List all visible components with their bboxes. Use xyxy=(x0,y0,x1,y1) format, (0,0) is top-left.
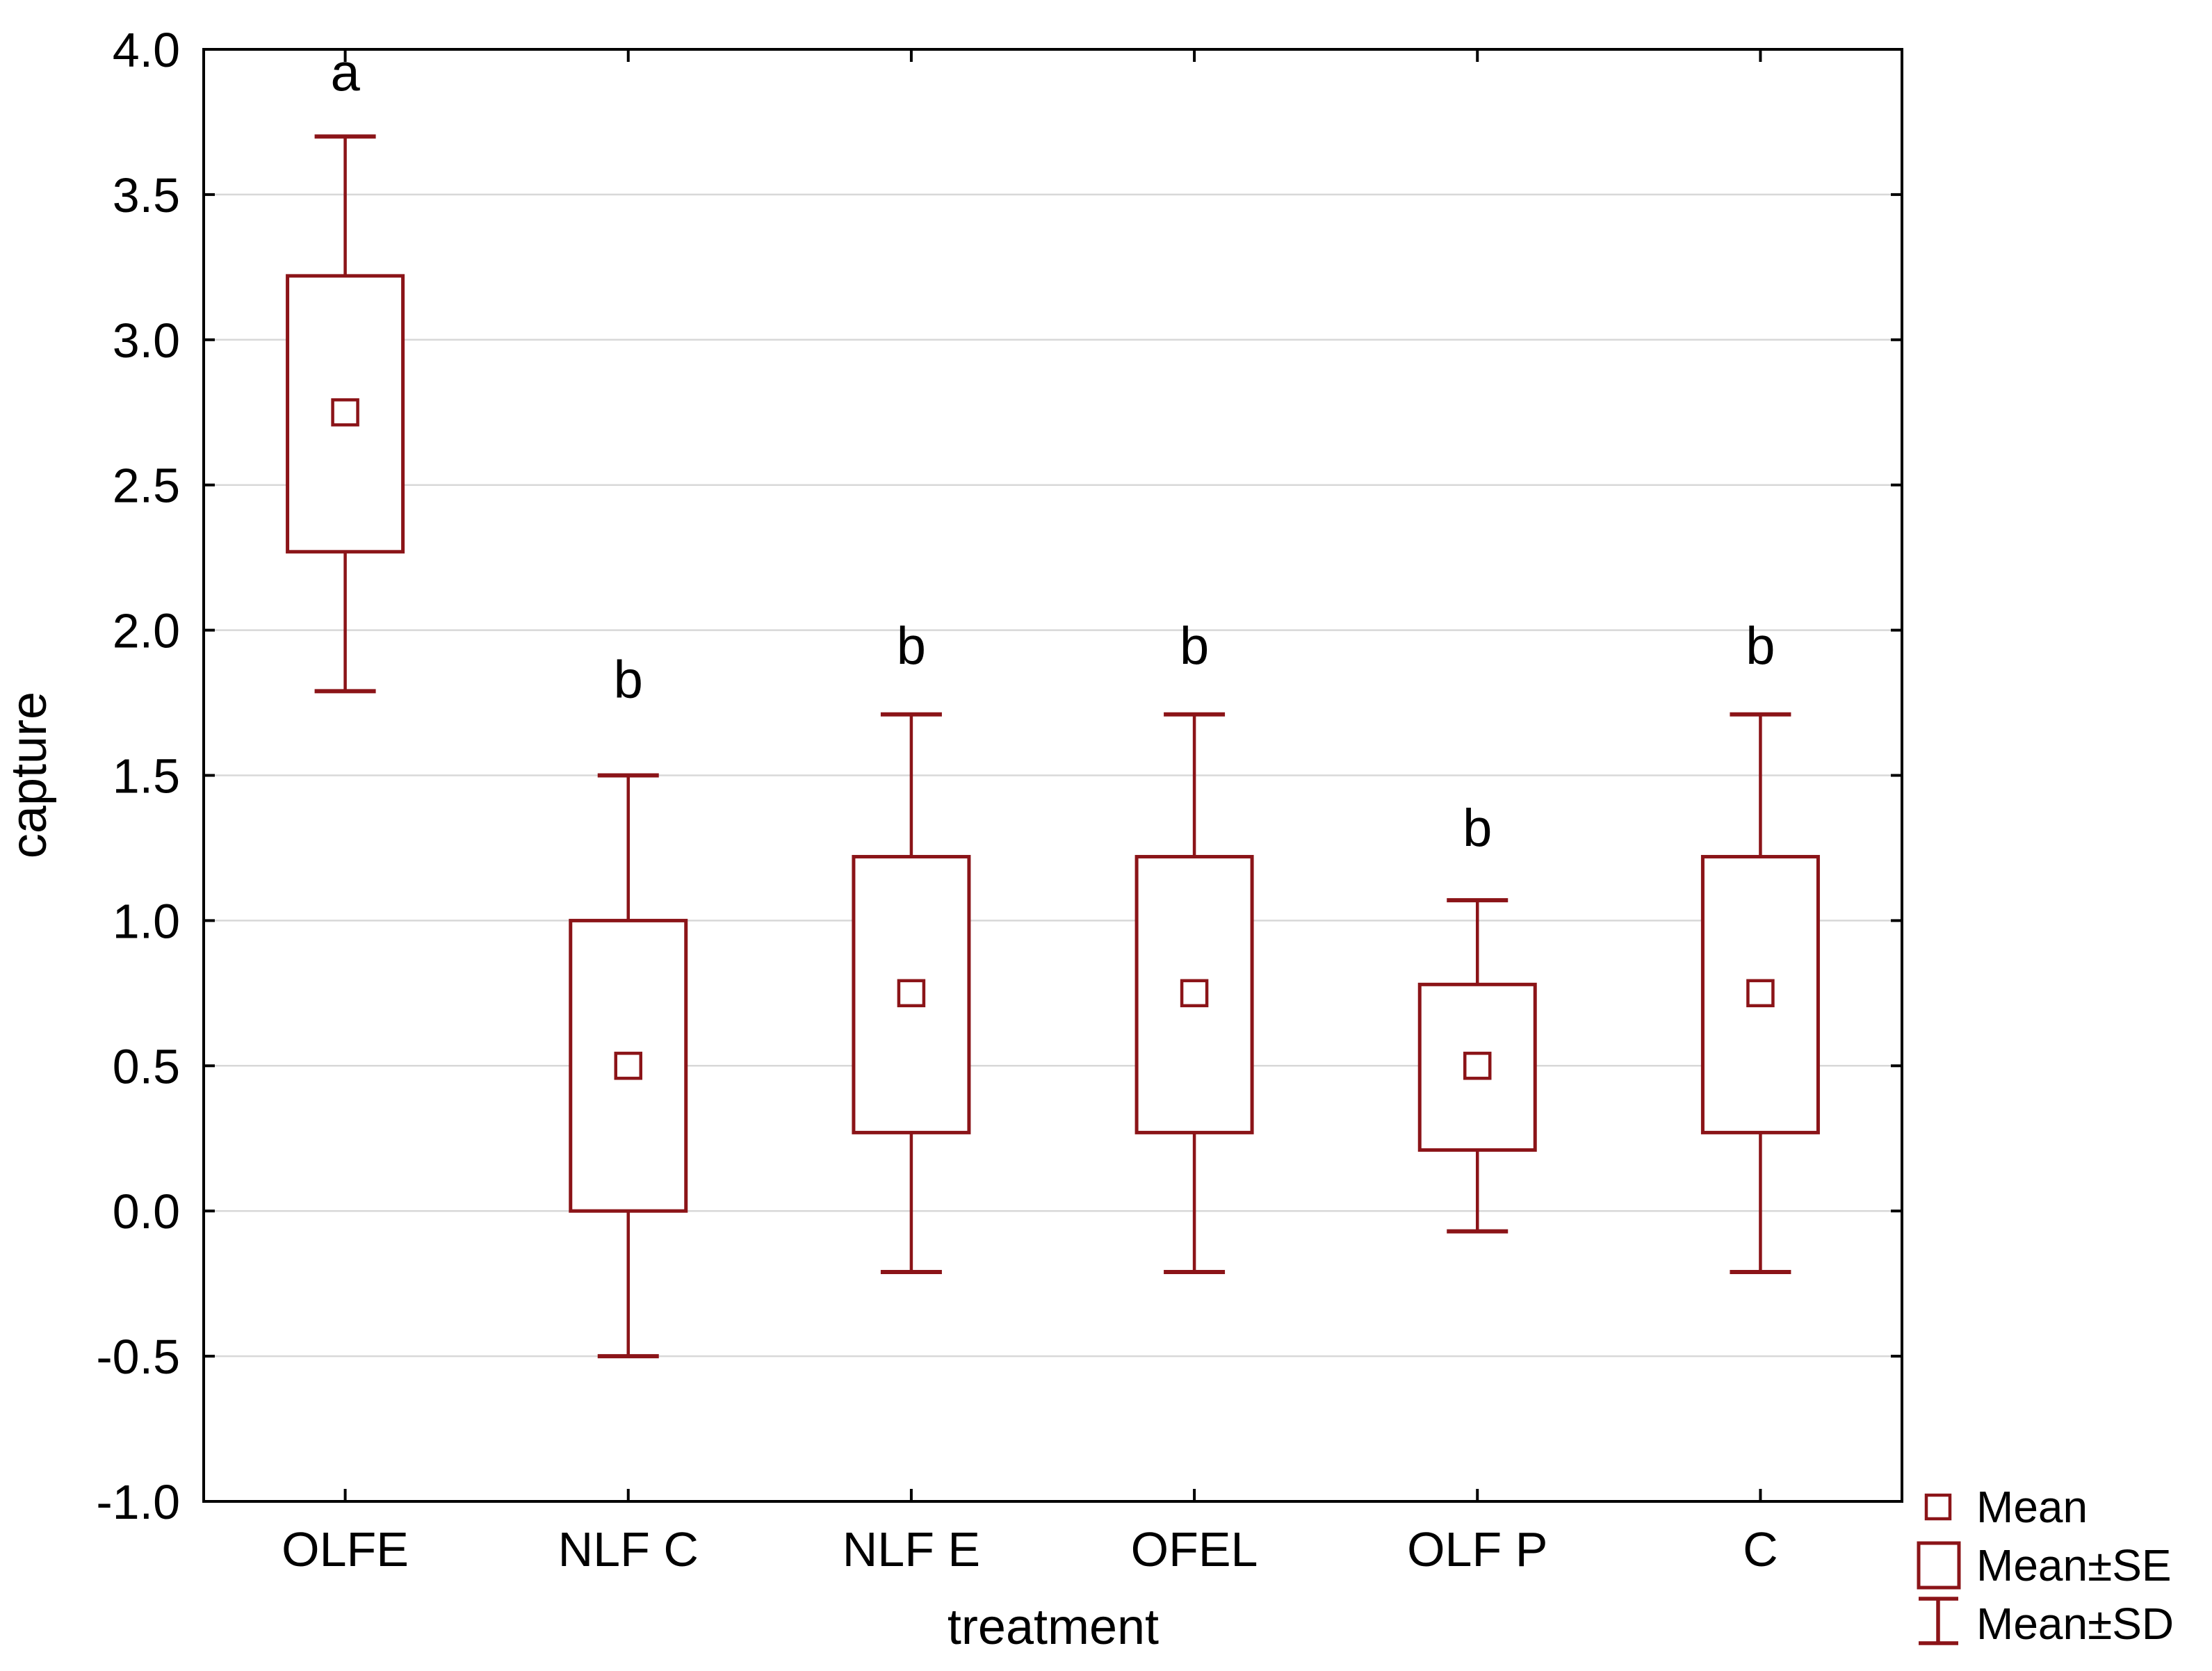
x-category-label: OLFE xyxy=(282,1522,409,1576)
mean-marker xyxy=(1746,979,1775,1008)
y-tick-label: 2.0 xyxy=(113,604,180,658)
x-category-label: NLF C xyxy=(558,1522,699,1576)
y-tick-label: 2.5 xyxy=(113,459,180,513)
legend-label-mean-sd: Mean±SD xyxy=(1976,1599,2174,1649)
legend: Mean Mean±SE Mean±SD xyxy=(1917,1482,2174,1649)
y-tick-label: 4.0 xyxy=(113,23,180,77)
significance-letter: b xyxy=(1180,617,1209,676)
plot-area: 4.0 3.5 3.0 2.5 2.0 1.5 1.0 0.5 0.0 -0.5 -1.0 OLFE N… xyxy=(96,23,1903,1576)
mean-marker xyxy=(614,1052,642,1080)
mean-square-icon xyxy=(1924,1493,1952,1521)
y-tick-label: 3.5 xyxy=(113,168,180,222)
legend-item-mean-se: Mean±SE xyxy=(1917,1540,2172,1590)
x-axis-title: treatment xyxy=(948,1599,1159,1655)
significance-letter: b xyxy=(1463,799,1492,858)
y-tick-label: 0.0 xyxy=(113,1184,180,1239)
legend-label-mean: Mean xyxy=(1976,1482,2088,1532)
x-category-label: NLF E xyxy=(843,1522,980,1576)
x-category-label: OFEL xyxy=(1131,1522,1258,1576)
significance-letter: a xyxy=(330,43,360,102)
y-tick-label: 0.5 xyxy=(113,1039,180,1093)
legend-item-mean-sd: Mean±SD xyxy=(1919,1597,2174,1649)
legend-item-mean: Mean xyxy=(1924,1482,2088,1532)
x-category-label: OLF P xyxy=(1407,1522,1547,1576)
se-box-icon xyxy=(1917,1541,1961,1590)
y-tick-label: -1.0 xyxy=(96,1475,180,1529)
significance-letter: b xyxy=(897,617,926,676)
x-category-label: C xyxy=(1743,1522,1778,1576)
se-box xyxy=(852,854,971,1134)
y-tick-label: 1.0 xyxy=(113,894,180,948)
y-tick-label: 1.5 xyxy=(113,749,180,804)
significance-letter: b xyxy=(1746,617,1775,676)
significance-letter: b xyxy=(614,651,643,710)
legend-label-mean-se: Mean±SE xyxy=(1976,1540,2172,1590)
plot-frame xyxy=(202,48,1903,1503)
sd-whisker-icon xyxy=(1919,1597,1958,1645)
mean-marker xyxy=(897,979,926,1008)
mean-marker xyxy=(331,398,359,427)
y-tick-label: -0.5 xyxy=(96,1330,180,1384)
y-axis-title: capture xyxy=(1,692,57,858)
mean-marker xyxy=(1463,1052,1492,1080)
y-tick-label: 3.0 xyxy=(113,313,180,368)
mean-marker xyxy=(1180,979,1209,1008)
